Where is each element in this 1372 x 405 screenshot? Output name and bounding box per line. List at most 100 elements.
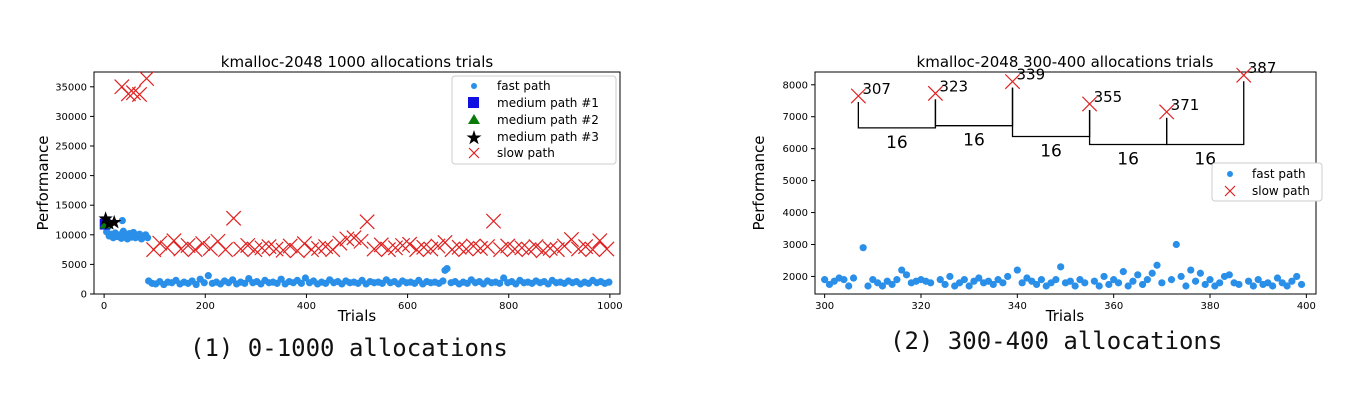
fast-path-point	[496, 279, 504, 287]
x-tick-label: 400	[1297, 301, 1316, 312]
slow-path-point	[233, 241, 249, 257]
legend-slow-path-label: slow path	[497, 146, 555, 160]
chart-2-marks	[821, 67, 1306, 290]
slow-path-point	[275, 242, 291, 258]
fast-path-point	[1235, 280, 1243, 289]
fast-path-point	[1244, 277, 1253, 285]
chart-1-legend: fast path medium path #1 medium path #2 …	[451, 75, 617, 165]
slow-path-point	[1081, 96, 1098, 112]
slow-path-point	[850, 88, 866, 104]
fast-path-point	[902, 271, 911, 279]
slow-path-point	[401, 236, 418, 252]
fast-path-point	[849, 274, 858, 282]
chart-1-x-axis-label: Trials	[337, 307, 377, 325]
chart-1-title: kmalloc-2048 1000 allocations trials	[221, 53, 494, 71]
slow-path-point	[152, 235, 168, 251]
caption-chart-1: (1) 0-1000 allocations	[190, 334, 508, 362]
fast-path-point	[845, 282, 853, 290]
y-tick-label: 15000	[55, 201, 87, 212]
slow-path-point	[353, 233, 369, 249]
gap-label: 16	[886, 133, 908, 153]
chart-2-legend: fast path slow path	[1211, 162, 1323, 202]
fast-path-point	[941, 280, 949, 289]
chart-2-legend-box	[1211, 162, 1323, 202]
fast-path-point	[1100, 272, 1108, 281]
chart-2: kmalloc-2048 300-400 allocations trials …	[750, 53, 1323, 325]
slow-path-point	[927, 85, 944, 102]
slow-point-label: 323	[939, 77, 968, 95]
x-tick-label: 600	[398, 301, 417, 312]
slow-path-point	[1004, 73, 1021, 90]
fast-path-point	[144, 234, 152, 242]
y-tick-label: 5000	[783, 176, 808, 187]
fast-path-point	[1013, 266, 1021, 274]
legend-slow-path-marker	[1224, 185, 1236, 197]
fast-path-point	[1269, 282, 1277, 290]
chart-1-y-axis-label: Performance	[34, 135, 52, 230]
slow-path-point	[225, 210, 242, 226]
legend-slow-path-marker	[468, 147, 480, 159]
slow-path-point	[240, 237, 256, 254]
slow-point-label: 371	[1171, 96, 1200, 114]
fast-path-point	[1105, 280, 1113, 289]
slow-path-point	[394, 237, 411, 254]
legend-medium-path-1-marker	[468, 97, 479, 108]
legend-medium-path-2-marker	[468, 114, 480, 124]
fast-path-point	[1283, 282, 1291, 290]
fast-path-point	[999, 279, 1007, 287]
y-tick-label: 2000	[783, 272, 808, 283]
caption-chart-2: (2) 300-400 allocations	[890, 327, 1223, 355]
slow-path-point	[173, 241, 189, 257]
y-tick-label: 3000	[783, 240, 808, 251]
fast-path-point	[1288, 277, 1296, 285]
x-tick-label: 400	[297, 301, 316, 312]
slow-path-point	[542, 240, 558, 257]
fast-path-point	[1191, 277, 1200, 285]
gap-bracket	[857, 99, 937, 129]
fast-path-point	[1095, 282, 1103, 290]
slow-path-point	[549, 241, 565, 258]
slow-point-label: 355	[1094, 88, 1123, 106]
y-tick-label: 35000	[55, 82, 87, 93]
slow-point-label: 387	[1248, 59, 1277, 77]
fast-path-point	[1032, 280, 1041, 289]
slow-path-point	[120, 86, 137, 102]
medium-path-3-point	[102, 216, 117, 230]
y-tick-label: 7000	[783, 112, 808, 123]
gap-label: 16	[1040, 142, 1062, 162]
slow-path-point	[585, 241, 601, 258]
x-tick-label: 320	[911, 301, 930, 312]
fast-path-point	[859, 244, 867, 252]
slow-path-point	[1159, 104, 1175, 120]
fast-path-point	[975, 274, 983, 282]
x-tick-label: 800	[499, 301, 518, 312]
fast-path-point	[1124, 282, 1132, 290]
legend-medium-path-2-label: medium path #2	[497, 113, 599, 127]
fast-path-point	[1037, 276, 1046, 284]
legend-medium-path-3-label: medium path #3	[497, 130, 599, 144]
fast-path-point	[1071, 282, 1079, 290]
chart-1-ticks: 0 200 400 600 800 100005000100001500020000250…	[55, 82, 622, 312]
gap-bracket	[1166, 81, 1245, 146]
fast-path-point	[989, 280, 997, 289]
fast-path-point	[500, 274, 508, 282]
fast-path-point	[888, 280, 896, 289]
slow-path-point	[296, 236, 313, 252]
x-tick-label: 360	[1104, 301, 1123, 312]
medium-path-3-point	[107, 214, 122, 229]
slow-path-point	[303, 241, 320, 258]
legend-fast-path-label: fast path	[1252, 167, 1306, 181]
fast-path-point	[1177, 272, 1185, 281]
y-tick-label: 6000	[783, 144, 808, 155]
slow-path-point	[166, 233, 182, 249]
fast-path-point	[192, 280, 200, 289]
fast-path-point	[118, 216, 126, 225]
fast-path-point	[840, 276, 848, 284]
fast-path-point	[1143, 276, 1151, 284]
y-tick-label: 30000	[55, 112, 87, 123]
y-tick-label: 20000	[55, 171, 87, 182]
slow-path-point	[187, 241, 203, 258]
gap-bracket	[1088, 109, 1168, 146]
x-tick-label: 200	[196, 301, 215, 312]
